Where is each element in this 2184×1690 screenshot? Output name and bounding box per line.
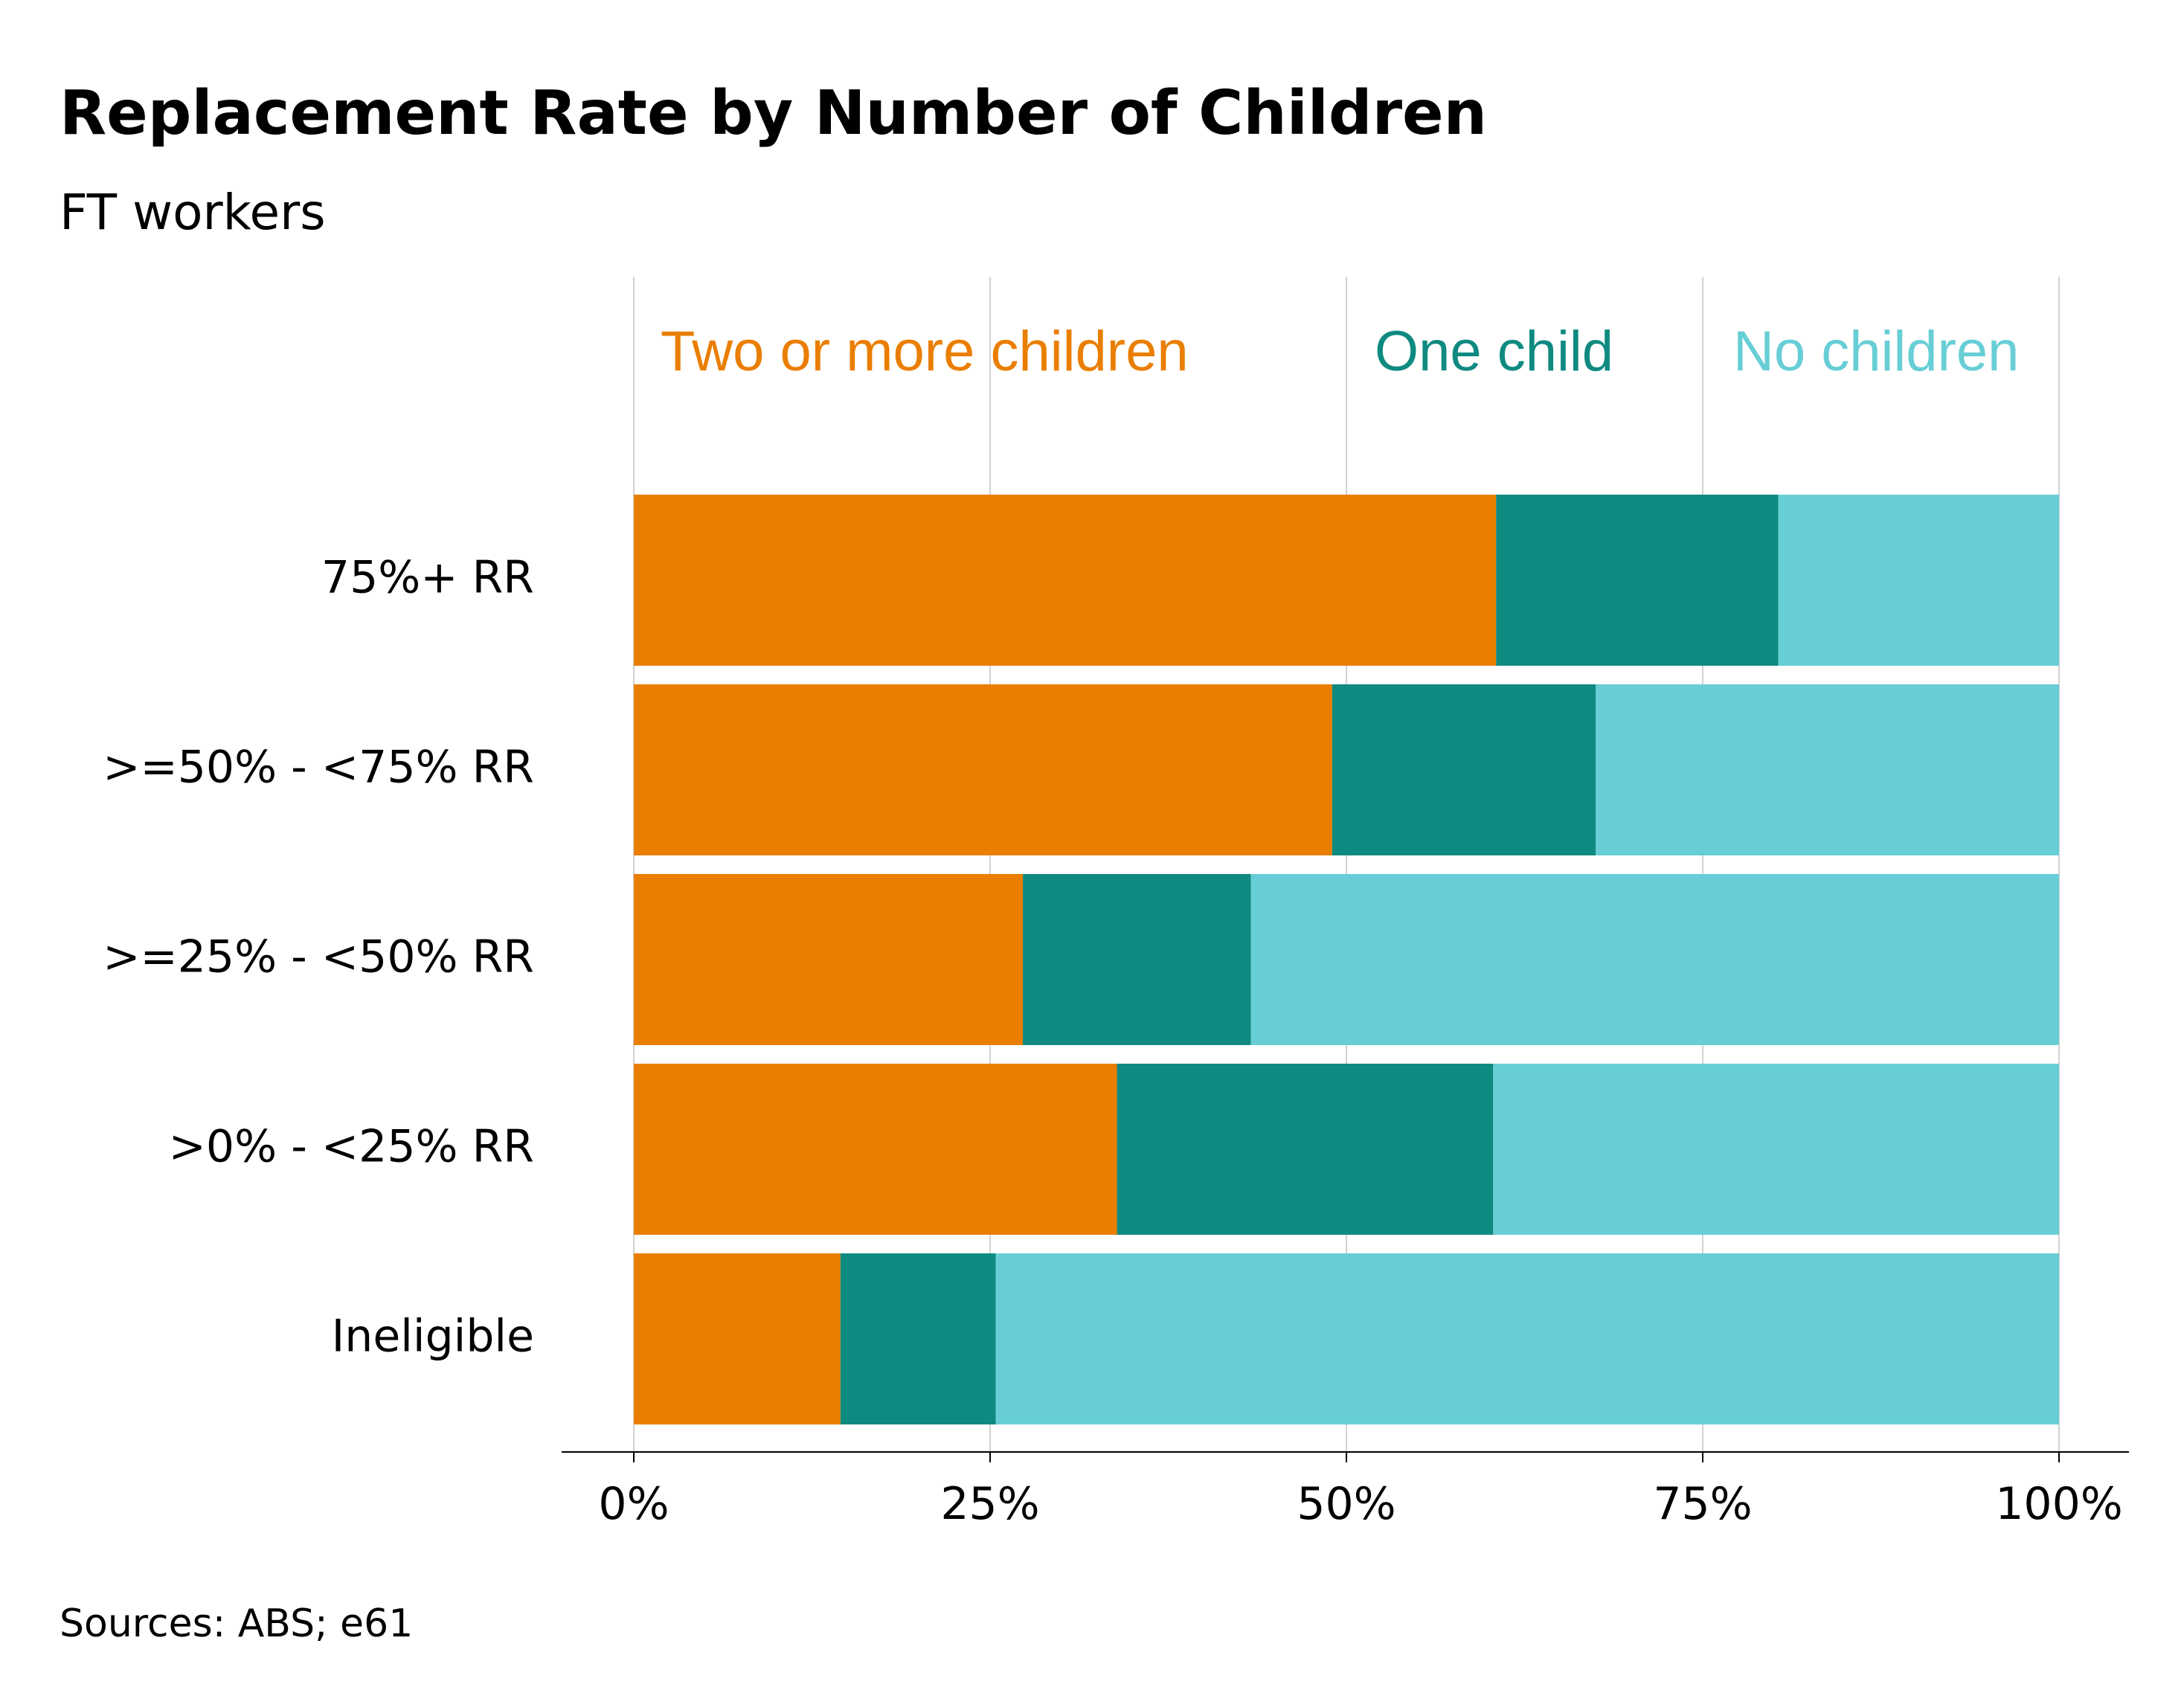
- bar-segment: [634, 684, 1332, 855]
- bar-segment: [840, 1253, 996, 1424]
- category-label: Ineligible: [332, 1311, 534, 1363]
- bar-segment: [1778, 495, 2059, 666]
- chart-subtitle: FT workers: [60, 184, 326, 241]
- bars: [634, 495, 2059, 1424]
- bar-segment: [995, 1253, 2059, 1424]
- bar-segment: [634, 1064, 1117, 1235]
- bar-segment: [1596, 684, 2059, 855]
- bar-segment: [1332, 684, 1596, 855]
- legend-label: No children: [1733, 320, 2019, 383]
- bar-segment: [634, 1253, 841, 1424]
- x-axis-ticks: 0% 25% 50% 75% 100%: [598, 1452, 2123, 1530]
- bar-segment: [634, 495, 1497, 666]
- category-label: >0% - <25% RR: [169, 1121, 534, 1173]
- x-tick-label: 75%: [1653, 1478, 1752, 1530]
- category-labels: 75%+ RR >=50% - <75% RR >=25% - <50% RR >0%…: [103, 552, 534, 1363]
- bar-segment: [1117, 1064, 1494, 1235]
- x-tick-label: 0%: [598, 1478, 669, 1530]
- source-note: Sources: ABS; e61: [60, 1601, 413, 1646]
- legend-label: One child: [1375, 320, 1613, 383]
- bar-segment: [634, 874, 1024, 1045]
- bar-segment: [1496, 495, 1779, 666]
- x-tick-label: 50%: [1297, 1478, 1395, 1530]
- category-label: >=25% - <50% RR: [103, 931, 534, 983]
- chart-title: Replacement Rate by Number of Children: [60, 78, 1487, 149]
- legend: Two or more children One child No children: [661, 320, 2019, 383]
- x-tick-label: 25%: [940, 1478, 1039, 1530]
- bar-segment: [1493, 1064, 2059, 1235]
- category-label: 75%+ RR: [321, 552, 534, 604]
- x-tick-label: 100%: [1995, 1478, 2123, 1530]
- category-label: >=50% - <75% RR: [103, 742, 534, 794]
- legend-label: Two or more children: [661, 320, 1189, 383]
- bar-segment: [1250, 874, 2059, 1045]
- bar-segment: [1023, 874, 1251, 1045]
